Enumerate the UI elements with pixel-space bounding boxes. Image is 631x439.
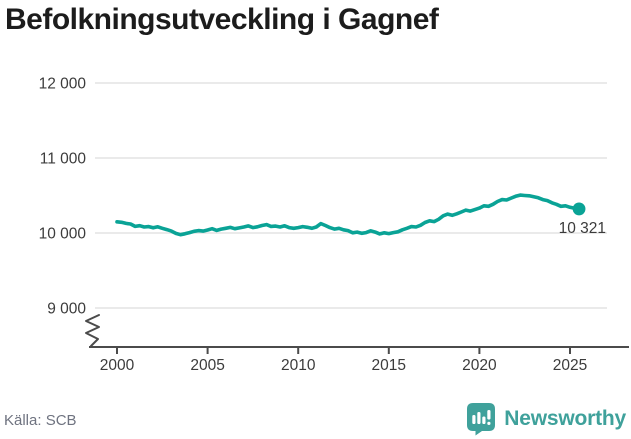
newsworthy-logo-icon: [467, 403, 496, 436]
end-point-dot: [572, 202, 586, 216]
x-tick-label: 2020: [462, 357, 497, 374]
x-tick-label: 2000: [100, 357, 135, 374]
x-tick-label: 2005: [190, 357, 224, 374]
axis-break-icon: [85, 314, 100, 347]
population-line: [115, 193, 581, 237]
end-value-label: 10 321: [559, 220, 606, 237]
y-tick-label: 11 000: [40, 151, 87, 168]
newsworthy-logo[interactable]: Newsworthy: [466, 402, 626, 436]
newsworthy-logo-text: Newsworthy: [504, 407, 626, 430]
y-tick-label: 10 000: [39, 226, 87, 243]
x-tick-label: 2010: [281, 357, 316, 374]
y-tick-label: 12 000: [39, 76, 87, 93]
y-tick-label: 9 000: [47, 301, 86, 318]
x-tick-label: 2025: [553, 357, 587, 374]
source-label: Källa: SCB: [4, 412, 77, 429]
x-tick-label: 2015: [372, 357, 406, 374]
chart-title: Befolkningsutveckling i Gagnef: [5, 3, 439, 36]
